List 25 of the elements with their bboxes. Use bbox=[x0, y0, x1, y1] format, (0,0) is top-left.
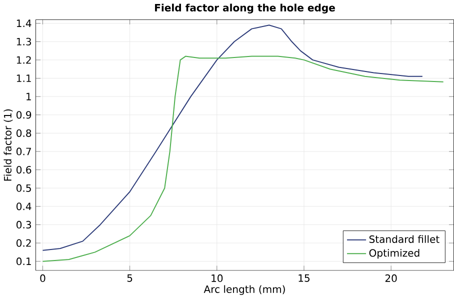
y-tick-label: 0.4 bbox=[16, 202, 32, 210]
x-tick-label: 5 bbox=[127, 274, 132, 282]
y-tick-label: 0.3 bbox=[16, 221, 32, 229]
y-tick-label: 0.5 bbox=[16, 184, 31, 192]
legend-label: Optimized bbox=[369, 249, 420, 259]
x-axis-title: Arc length (mm) bbox=[204, 285, 285, 296]
chart-title: Field factor along the hole edge bbox=[155, 4, 335, 14]
y-axis-title: Field factor (1) bbox=[4, 110, 13, 181]
y-tick-label: 0.9 bbox=[16, 111, 32, 119]
line-series bbox=[42, 56, 444, 262]
y-tick-label: 1.1 bbox=[16, 74, 31, 82]
y-tick-label: 0.6 bbox=[16, 166, 32, 174]
y-tick-label: 1.4 bbox=[16, 20, 32, 28]
y-tick-label: 0.8 bbox=[16, 130, 32, 138]
y-tick-label: 0.7 bbox=[16, 148, 31, 156]
legend-label: Standard fillet bbox=[369, 235, 440, 244]
x-tick-label: 15 bbox=[298, 274, 310, 282]
x-tick-label: 10 bbox=[212, 274, 223, 282]
y-tick-label: 1.3 bbox=[16, 38, 32, 46]
y-tick-label: 1 bbox=[26, 93, 31, 100]
x-tick-label: 0 bbox=[40, 274, 46, 282]
x-tick-label: 20 bbox=[385, 274, 397, 282]
y-tick-label: 0.1 bbox=[16, 258, 31, 266]
y-tick-label: 1.2 bbox=[16, 56, 31, 64]
y-tick-label: 0.2 bbox=[16, 239, 31, 247]
